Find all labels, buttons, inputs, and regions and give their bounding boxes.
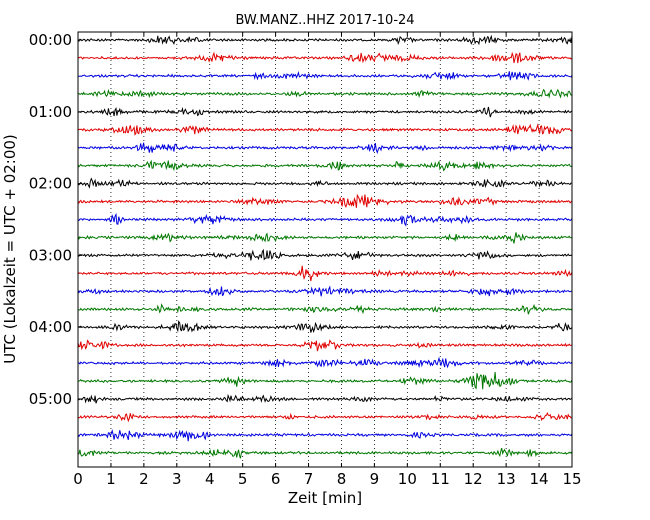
x-tick-label: 14 [530, 470, 549, 488]
trace-line [77, 232, 573, 244]
trace-line [77, 265, 573, 282]
trace-line [77, 34, 573, 46]
x-axis: 0 1 2 3 4 5 6 7 8 9 10 11 12 13 14 15 [73, 32, 582, 488]
trace-group [77, 34, 573, 459]
x-tick-label: 7 [304, 470, 314, 488]
x-tick-label: 11 [431, 470, 450, 488]
y-tick-label: 03:00 [29, 246, 72, 264]
grid-lines [110, 32, 540, 467]
trace-line [77, 123, 573, 136]
y-tick-label: 02:00 [29, 175, 72, 193]
trace-line [77, 142, 573, 155]
y-axis-label: UTC (Lokalzeit = UTC + 02:00) [1, 134, 19, 364]
trace-line [78, 303, 573, 315]
y-axis: 00:00 01:00 02:00 03:00 04:00 05:00 [29, 31, 82, 408]
y-tick-label: 01:00 [29, 103, 72, 121]
x-tick-label: 4 [205, 470, 215, 488]
chart-title: BW.MANZ..HHZ 2017-10-24 [235, 13, 414, 28]
x-tick-label: 15 [562, 470, 581, 488]
trace-line [77, 285, 573, 297]
y-tick-label: 04:00 [29, 318, 72, 336]
trace-line [77, 429, 573, 442]
x-tick-label: 13 [497, 470, 516, 488]
x-tick-label: 1 [106, 470, 116, 488]
trace-line [78, 356, 573, 369]
trace-line [77, 447, 573, 459]
plot-frame [77, 31, 573, 468]
x-tick-label: 8 [337, 470, 347, 488]
trace-line [77, 212, 573, 227]
y-tick-label: 05:00 [29, 390, 72, 408]
trace-line [77, 411, 573, 423]
x-tick-label: 10 [398, 470, 417, 488]
x-tick-label: 0 [73, 470, 83, 488]
trace-line [77, 339, 573, 352]
trace-line [77, 159, 573, 172]
trace-line [77, 70, 573, 81]
x-tick-label: 9 [370, 470, 380, 488]
trace-line [78, 393, 573, 404]
trace-line [77, 88, 573, 99]
x-tick-label: 3 [172, 470, 182, 488]
x-tick-label: 12 [464, 470, 483, 488]
trace-line [77, 106, 573, 118]
trace-line [77, 51, 573, 64]
x-tick-label: 2 [139, 470, 149, 488]
trace-line [77, 371, 573, 390]
trace-line [77, 177, 573, 189]
x-tick-label: 5 [238, 470, 248, 488]
y-tick-label: 00:00 [29, 31, 72, 49]
x-axis-label: Zeit [min] [288, 489, 362, 507]
trace-line [77, 248, 573, 261]
x-tick-label: 6 [271, 470, 281, 488]
trace-line [77, 320, 573, 334]
trace-line [77, 193, 573, 208]
